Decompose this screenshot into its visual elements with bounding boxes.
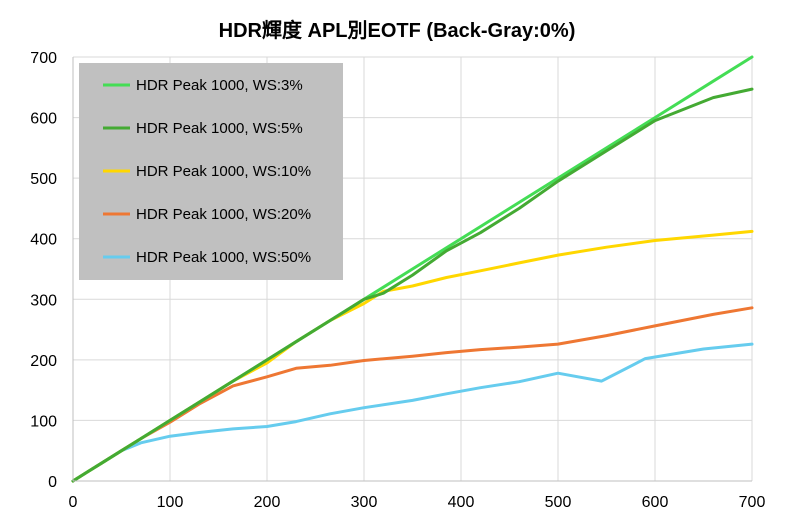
y-tick-label: 500 <box>30 171 57 188</box>
axes <box>72 57 752 482</box>
x-tick-label: 700 <box>739 494 766 511</box>
legend: HDR Peak 1000, WS:3% HDR Peak 1000, WS:5%… <box>79 63 343 280</box>
legend-label-3: HDR Peak 1000, WS:10% <box>136 163 311 180</box>
y-tick-label: 300 <box>30 292 57 309</box>
chart-title: HDR輝度 APL別EOTF (Back-Gray:0%) <box>219 18 576 42</box>
x-tick-label: 100 <box>157 494 184 511</box>
y-tick-label: 400 <box>30 232 57 249</box>
legend-label-4: HDR Peak 1000, WS:20% <box>136 206 311 223</box>
x-tick-label: 600 <box>642 494 669 511</box>
legend-label-1: HDR Peak 1000, WS:3% <box>136 77 303 94</box>
y-tick-label: 200 <box>30 353 57 370</box>
x-tick-label: 300 <box>351 494 378 511</box>
series-line-2 <box>71 87 754 483</box>
legend-label-5: HDR Peak 1000, WS:50% <box>136 249 311 266</box>
y-tick-label: 100 <box>30 413 57 430</box>
tick-labels: 0 100 200 300 400 500 600 700 0 100 200 300 400 500 60… <box>30 50 765 511</box>
legend-label-2: HDR Peak 1000, WS:5% <box>136 120 303 137</box>
grid-lines <box>73 56 753 481</box>
series-lines <box>71 55 754 483</box>
x-tick-label: 0 <box>69 494 78 511</box>
y-tick-label: 700 <box>30 50 57 67</box>
y-tick-label: 0 <box>48 474 57 491</box>
x-tick-label: 500 <box>545 494 572 511</box>
x-tick-label: 400 <box>448 494 475 511</box>
x-tick-label: 200 <box>254 494 281 511</box>
y-tick-label: 600 <box>30 111 57 128</box>
